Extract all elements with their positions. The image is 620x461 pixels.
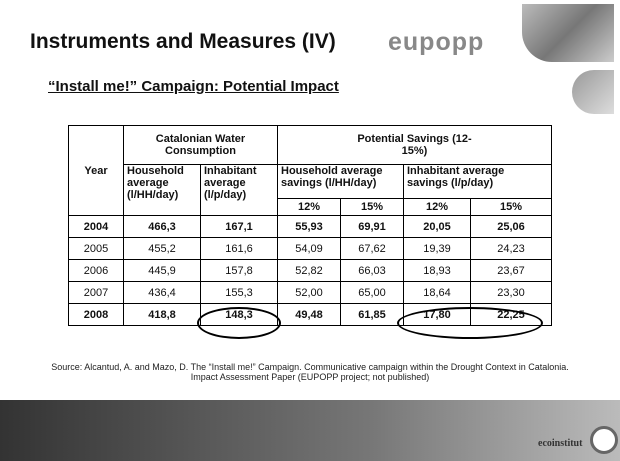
table-cell: 66,03 [340,259,404,282]
table-cell: 23,30 [470,281,552,304]
table-cell: 23,67 [470,259,552,282]
header-row: Year Catalonian Water Consumption Potent… [68,125,552,216]
header-cell: Potential Savings (12-15%) [277,125,552,165]
table-row: 2006 445,9 157,8 52,82 66,03 18,93 23,67 [68,259,552,282]
title: Instruments and Measures (IV) [30,30,336,53]
logo-icon [590,426,618,454]
table-cell: 18,93 [403,259,471,282]
table-cell: 445,9 [123,259,201,282]
table-cell: 2008 [68,303,124,326]
table-cell: 61,85 [340,303,404,326]
table-cell: 2006 [68,259,124,282]
table-cell: 67,62 [340,237,404,260]
table-cell: 2005 [68,237,124,260]
header-cell: 15% [340,198,404,216]
table-cell: 54,09 [277,237,341,260]
table-cell: 24,23 [470,237,552,260]
header-cell: Household average savings (l/HH/day) [277,164,404,199]
table-cell: 18,64 [403,281,471,304]
footer-bar [0,400,620,461]
table-cell: 2007 [68,281,124,304]
table-cell: 25,06 [470,215,552,238]
table-cell: 49,48 [277,303,341,326]
subtitle: “Install me!” Campaign: Potential Impact [48,78,339,95]
source-note: Source: Alcantud, A. and Mazo, D. The “I… [51,362,569,382]
header-cell: Catalonian Water Consumption [123,125,278,165]
footer-logo: ecoinstitut [538,438,583,449]
table-cell: 455,2 [123,237,201,260]
table-cell: 157,8 [200,259,278,282]
highlight-ellipse [397,307,543,339]
table-cell: 65,00 [340,281,404,304]
header-cell: Inhabitant average (l/p/day) [200,164,278,216]
table-cell: 466,3 [123,215,201,238]
photo [572,70,614,114]
header-cell: 15% [470,198,552,216]
table-row: 2004 466,3 167,1 55,93 69,91 20,05 25,06 [68,215,552,238]
table-row: 2007 436,4 155,3 52,00 65,00 18,64 23,30 [68,281,552,304]
table-cell: 167,1 [200,215,278,238]
header-cell: Inhabitant average savings (l/p/day) [403,164,552,199]
header-text: Potential Savings (12-15%) [357,133,472,157]
table-cell: 20,05 [403,215,471,238]
table-cell: 19,39 [403,237,471,260]
highlight-ellipse [197,307,281,339]
table-cell: 436,4 [123,281,201,304]
header-row: Household average (l/HH/day) Inhabitant … [69,164,552,216]
table: Year Catalonian Water Consumption Potent… [68,125,552,326]
header-cell: 12% [277,198,341,216]
table-cell: 155,3 [200,281,278,304]
table-cell: 52,00 [277,281,341,304]
header-cell: Household average (l/HH/day) [123,164,201,216]
table-cell: 69,91 [340,215,404,238]
table-cell: 161,6 [200,237,278,260]
logo: eupopp [388,28,485,56]
table-cell: 55,93 [277,215,341,238]
photo [522,4,614,62]
table-cell: 52,82 [277,259,341,282]
table-row: 2005 455,2 161,6 54,09 67,62 19,39 24,23 [68,237,552,260]
table-cell: 2004 [68,215,124,238]
table-cell: 418,8 [123,303,201,326]
header-cell: Year [68,125,124,216]
header-cell: 12% [403,198,471,216]
